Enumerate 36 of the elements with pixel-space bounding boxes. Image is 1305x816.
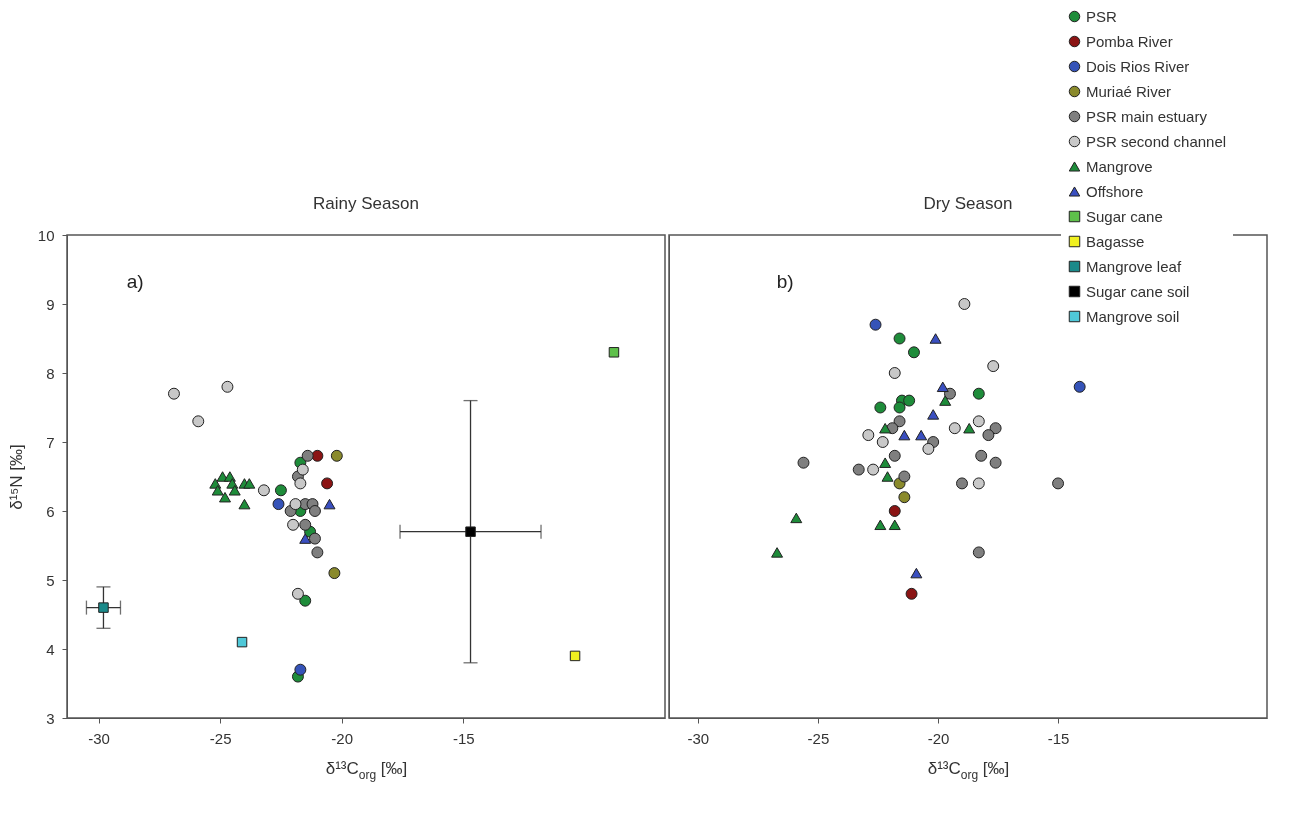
legend-label: Pomba River — [1086, 32, 1173, 50]
y-tick-label: 10 — [37, 226, 55, 244]
legend-label: Sugar cane soil — [1086, 282, 1190, 300]
chart-title: Rainy Season — [313, 194, 419, 213]
y-tick-label: 9 — [46, 295, 55, 313]
legend-label: Mangrove leaf — [1086, 257, 1182, 275]
annotation: a) — [126, 271, 144, 292]
y-tick-label: 4 — [46, 640, 55, 658]
x-tick-label: -20 — [927, 729, 950, 747]
x-tick-label: -15 — [1047, 729, 1070, 747]
y-tick-label: 3 — [46, 709, 55, 727]
x-axis-title: δ¹³C$_{org}$ [‰] — [927, 758, 1010, 782]
y-tick-label: 6 — [46, 502, 55, 520]
legend-label: Mangrove — [1086, 157, 1153, 175]
y-tick-label: 5 — [46, 571, 55, 589]
legend-label: Dois Rios River — [1086, 57, 1190, 75]
x-tick-label: -20 — [331, 729, 354, 747]
y-tick-label: 8 — [46, 364, 55, 382]
x-tick-label: -15 — [452, 729, 475, 747]
legend-label: Bagasse — [1086, 232, 1145, 250]
legend-label: Sugar cane — [1086, 207, 1163, 225]
x-tick-label: -30 — [687, 729, 710, 747]
legend-label: Offshore — [1086, 182, 1144, 200]
legend-label: PSR main estuary — [1086, 107, 1208, 125]
legend-label: PSR second channel — [1086, 132, 1227, 150]
legend-label: Mangrove soil — [1086, 307, 1180, 325]
annotation: b) — [776, 271, 794, 292]
x-tick-label: -25 — [209, 729, 232, 747]
chart-title: Dry Season — [923, 194, 1013, 213]
y-axis-title: δ¹⁵N [‰] — [6, 444, 26, 510]
x-axis-title: δ¹³C$_{org}$ [‰] — [325, 758, 408, 782]
x-tick-label: -25 — [807, 729, 830, 747]
legend-label: Muriaé River — [1086, 82, 1172, 100]
x-tick-label: -30 — [88, 729, 110, 747]
y-tick-label: 7 — [46, 433, 55, 451]
legend-label: PSR — [1086, 7, 1118, 25]
